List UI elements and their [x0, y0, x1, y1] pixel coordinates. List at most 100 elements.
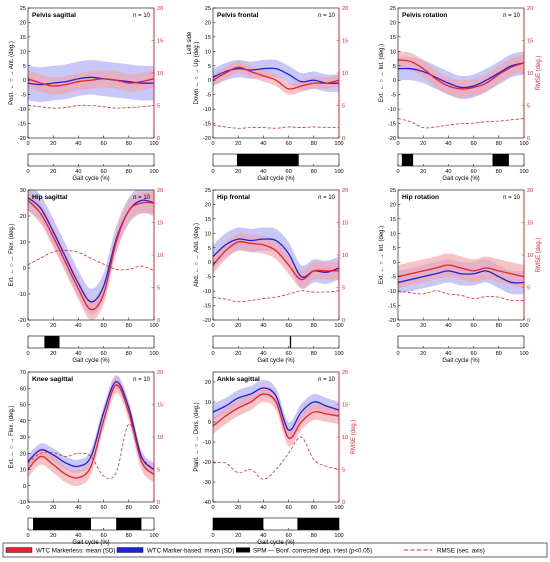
y2-tick-label: 20	[157, 188, 163, 194]
panel-title: Knee sagittal	[32, 376, 73, 383]
x-tick-label: 20	[50, 141, 56, 147]
y-tick-label: 20	[205, 202, 211, 208]
y-tick-label: -20	[18, 136, 26, 142]
y-tick-label: 30	[20, 435, 26, 441]
y2-tick-label: 5	[527, 286, 530, 292]
spm-x-tick-label: 80	[126, 533, 132, 539]
panel-hip-rotation: -20 -15 -10 -5 0 5 10 15 20 25 0 5 10 15 20 0 20 40 60 80 10…	[379, 188, 542, 364]
y2-tick-label: 0	[527, 136, 530, 142]
y-tick-label: -15	[203, 122, 211, 128]
panel-n-label: n = 10	[318, 377, 336, 383]
y-tick-label: -10	[18, 292, 26, 298]
y2-tick-label: 10	[527, 71, 533, 77]
x-tick-label: 40	[75, 323, 81, 329]
plot-area	[28, 375, 154, 487]
spm-cluster	[213, 518, 264, 530]
markerless-sd-band	[28, 376, 154, 487]
spm-x-tick-label: 80	[496, 351, 502, 357]
y2-tick-label: 15	[342, 221, 348, 227]
spm-x-tick-label: 100	[149, 533, 158, 539]
y-tick-label: -30	[203, 480, 211, 486]
spm-x-tick-label: 100	[149, 169, 158, 175]
x-axis-label: Gait cycle (%)	[257, 176, 294, 182]
x-tick-label: 60	[100, 323, 106, 329]
plot-area	[28, 60, 154, 109]
panel-pelvis-frontal: -20 -15 -10 -5 0 5 10 15 20 25 0 5 10 15 20 0 20 40 60 80 10…	[187, 6, 348, 182]
x-tick-label: 20	[235, 505, 241, 511]
spm-x-tick-label: 20	[50, 169, 56, 175]
x-tick-label: 20	[420, 323, 426, 329]
y-tick-label: -15	[203, 304, 211, 310]
panel-title: Hip sagittal	[32, 194, 68, 201]
x-tick-label: 40	[445, 323, 451, 329]
spm-x-tick-label: 20	[235, 351, 241, 357]
y2-tick-label: 20	[157, 370, 163, 376]
panel-title: Hip rotation	[402, 194, 439, 201]
spm-cluster	[492, 154, 509, 166]
y-axis-label: Plant. ← ○ → Dors. (deg.)	[194, 402, 200, 471]
y-tick-label: 0	[23, 484, 26, 490]
y-tick-label: -5	[391, 275, 396, 281]
y-tick-label: 15	[390, 217, 396, 223]
y-tick-label: -10	[203, 107, 211, 113]
x-tick-label: 100	[149, 141, 158, 147]
spm-cluster	[236, 154, 299, 166]
x-tick-label: 0	[211, 323, 214, 329]
spm-x-tick-label: 0	[26, 533, 29, 539]
spm-track	[27, 153, 155, 167]
x-tick-label: 60	[470, 141, 476, 147]
x-tick-label: 0	[396, 141, 399, 147]
y-tick-label: 10	[205, 49, 211, 55]
x-axis-label: Gait cycle (%)	[72, 176, 109, 182]
y-tick-label: 60	[20, 386, 26, 392]
y-tick-label: 20	[20, 20, 26, 26]
y-tick-label: 0	[393, 260, 396, 266]
y2-tick-label: 20	[527, 6, 533, 12]
y2-tick-label: 15	[342, 403, 348, 409]
panel-n-label: n = 10	[133, 13, 151, 19]
y2-tick-label: 15	[527, 221, 533, 227]
y-tick-label: -15	[388, 122, 396, 128]
spm-cluster	[297, 518, 339, 530]
y2-tick-label: 20	[527, 188, 533, 194]
markerbased-mean-line	[213, 387, 339, 431]
spm-x-tick-label: 20	[50, 533, 56, 539]
y-tick-label: 10	[390, 231, 396, 237]
legend-label-spm: SPM — Bonf. corrected dep. t-test (p<0.0…	[253, 548, 372, 555]
x-tick-label: 100	[519, 141, 528, 147]
x-tick-label: 0	[26, 141, 29, 147]
legend-swatch-spm	[236, 547, 250, 553]
panel-ankle-sagittal: -40 -30 -20 -10 0 10 20 0 5 10 15 20 0 20 40 60 80 100 Ank…	[194, 370, 357, 546]
plot-area	[213, 59, 339, 129]
y-tick-label: 0	[208, 260, 211, 266]
y-tick-label: 25	[390, 188, 396, 194]
spm-cluster	[401, 154, 414, 166]
x-tick-label: 20	[50, 323, 56, 329]
spm-x-tick-label: 60	[100, 351, 106, 357]
y-axis-label: Abd. ← ○ → Add. (deg.)	[194, 223, 200, 287]
y-tick-label: 5	[393, 246, 396, 252]
y-tick-label: 10	[205, 400, 211, 406]
x-tick-label: 20	[235, 141, 241, 147]
spm-x-tick-label: 60	[470, 351, 476, 357]
spm-x-tick-label: 40	[75, 351, 81, 357]
y-axis-label: Ext. ← ○ → Flex. (deg.)	[9, 224, 15, 287]
y-tick-label: 10	[20, 49, 26, 55]
spm-x-tick-label: 80	[496, 169, 502, 175]
legend-label-markerless: WTC Markerless: mean (SD)	[36, 548, 115, 555]
spm-x-tick-label: 60	[470, 169, 476, 175]
y-axis-label: Ext. ← ○ → Int. (deg.)	[379, 226, 385, 284]
y-tick-label: 20	[20, 214, 26, 220]
y2-tick-label: 5	[157, 104, 160, 110]
y-tick-label: 15	[205, 217, 211, 223]
y2-tick-label: 10	[342, 71, 348, 77]
y-tick-label: 40	[20, 419, 26, 425]
y-tick-label: 10	[205, 231, 211, 237]
y2-tick-label: 15	[157, 403, 163, 409]
y-tick-label: -5	[206, 93, 211, 99]
spm-x-tick-label: 80	[311, 351, 317, 357]
x-tick-label: 20	[50, 505, 56, 511]
spm-x-tick-label: 80	[311, 169, 317, 175]
y-axis-label: Down ← ○ → Up (deg.)	[194, 42, 200, 105]
spm-x-tick-label: 20	[235, 169, 241, 175]
